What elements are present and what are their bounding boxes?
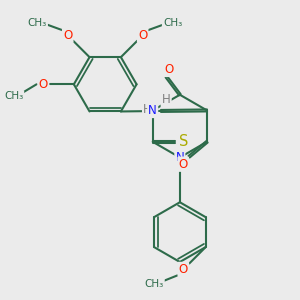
Text: H: H — [162, 94, 170, 106]
Text: O: O — [39, 78, 48, 91]
Text: CH₃: CH₃ — [28, 18, 47, 28]
Text: O: O — [179, 263, 188, 276]
Text: CH₃: CH₃ — [163, 18, 182, 28]
Text: O: O — [63, 29, 72, 42]
Text: N: N — [148, 104, 157, 117]
Text: O: O — [178, 158, 188, 171]
Text: O: O — [165, 63, 174, 76]
Text: CH₃: CH₃ — [144, 279, 164, 290]
Text: O: O — [138, 29, 147, 42]
Text: CH₃: CH₃ — [4, 91, 23, 101]
Text: N: N — [176, 151, 184, 164]
Text: S: S — [179, 134, 188, 149]
Text: H: H — [143, 103, 152, 116]
